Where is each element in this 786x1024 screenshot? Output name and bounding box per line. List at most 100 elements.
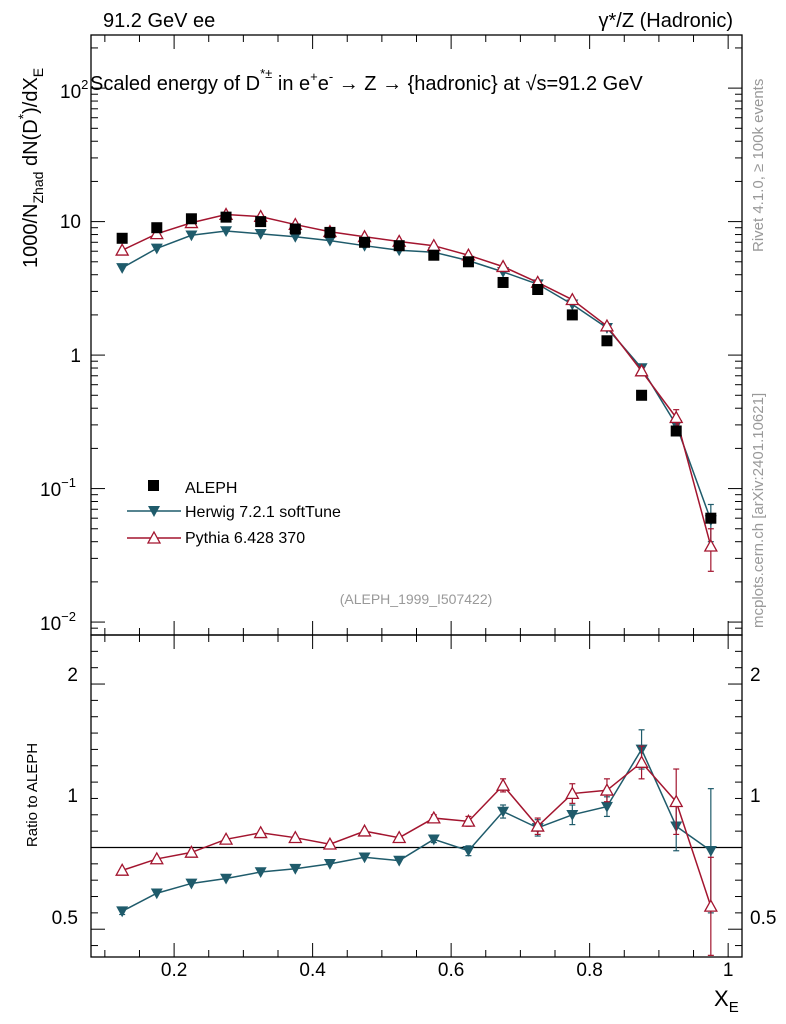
aleph-point [393, 240, 405, 252]
pythia-ratio-point [634, 755, 649, 768]
chart-title: Scaled energy of D*± in e+e- → Z → {hadr… [90, 66, 643, 95]
herwig-ratio-point [220, 873, 233, 885]
pythia-ratio-point [426, 810, 441, 824]
pythia-ratio-point [599, 782, 615, 796]
ratio-tick-label-2: 2 [67, 665, 78, 686]
y-tick-labels: 102 10 1 10−1 10−2 [40, 77, 88, 635]
legend: ALEPH Herwig 7.2.1 softTune Pythia 6.428… [127, 480, 341, 547]
aleph-point [462, 256, 474, 268]
main-plot-series [115, 207, 718, 572]
herwig-ratio-point [150, 888, 163, 900]
y-axis-label: 1000/NZhad dN(D*)/dXE [15, 68, 46, 268]
herwig-point [323, 235, 336, 247]
x-tick-label: 1 [723, 960, 734, 981]
x-tick-label: 0.6 [438, 960, 464, 981]
pythia-ratio-point [149, 851, 164, 865]
aleph-point [532, 284, 544, 296]
herwig-ratio-point [427, 834, 440, 846]
herwig-ratio-point [566, 809, 579, 821]
aleph-point [670, 425, 682, 437]
herwig-ratio-point [600, 801, 613, 813]
ratio-tick-label-0.5-right: 0.5 [750, 908, 776, 929]
pythia-point [703, 538, 718, 552]
herwig-ratio-point [358, 852, 371, 864]
herwig-ratio-point [116, 906, 129, 918]
herwig-point [185, 230, 198, 242]
legend-label-pythia: Pythia 6.428 370 [185, 530, 305, 547]
ratio-plot-frame [90, 634, 743, 958]
aleph-point [601, 335, 613, 347]
pythia-point [565, 292, 580, 306]
pythia-point [495, 259, 511, 273]
x-axis-label: XE [714, 986, 739, 1016]
herwig-ratio-point [254, 867, 267, 879]
aleph-point [289, 223, 301, 235]
herwig-ratio-line [121, 747, 712, 912]
herwig-ratio-point [497, 806, 510, 818]
ratio-y-axis-label: Ratio to ALEPH [24, 743, 41, 847]
pythia-ratio-point [218, 831, 234, 845]
y-tick-label-0.1: 10−1 [40, 475, 76, 501]
mcplots-label: mcplots.cern.ch [arXiv:2401.10621] [750, 393, 767, 628]
herwig-line [121, 230, 712, 521]
pythia-ratio-point [184, 845, 199, 858]
ratio-plot-series [115, 729, 718, 956]
pythia-ratio-point [495, 778, 511, 791]
x-tick-label: 0.4 [299, 960, 326, 981]
ratio-tick-label-1: 1 [67, 786, 78, 807]
y-tick-label-1: 1 [70, 346, 81, 367]
aleph-point [151, 222, 163, 234]
ratio-tick-label-1-right: 1 [750, 786, 761, 807]
pythia-ratio-point [357, 823, 372, 837]
pythia-ratio-point [565, 786, 580, 799]
aleph-point [705, 512, 717, 524]
pythia-ratio-point [703, 898, 718, 912]
rivet-label: Rivet 4.1.0, ≥ 100k events [750, 79, 767, 252]
ratio-tick-label-2-right: 2 [750, 665, 761, 686]
pythia-ratio-line [121, 761, 712, 907]
herwig-ratio-point [289, 863, 302, 875]
aleph-point [636, 389, 648, 401]
pythia-ratio-point [530, 818, 545, 832]
herwig-ratio-point [323, 859, 336, 870]
process-label: γ*/Z (Hadronic) [599, 10, 733, 32]
pythia-ratio-point [669, 794, 684, 808]
aleph-point [185, 213, 197, 225]
pythia-ratio-point [461, 813, 476, 827]
pythia-ratio-point [392, 830, 407, 844]
y-tick-label-10: 10 [60, 212, 81, 233]
herwig-ratio-point [462, 845, 475, 857]
pythia-ratio-point [115, 863, 130, 876]
analysis-id: (ALEPH_1999_I507422) [340, 591, 493, 607]
herwig-ratio-point [704, 845, 717, 857]
main-axis-ticks [91, 35, 742, 636]
ratio-tick-label-0.5: 0.5 [52, 908, 78, 929]
ratio-axis-ticks [91, 634, 742, 957]
herwig-point [220, 226, 233, 238]
y-tick-label-100: 102 [60, 77, 88, 103]
pythia-ratio-point [288, 830, 303, 844]
aleph-point [255, 216, 267, 228]
herwig-point [150, 243, 163, 255]
ratio-y-tick-labels: 2 1 0.5 2 1 0.5 [52, 665, 777, 929]
pythia-point [149, 226, 164, 240]
herwig-point [254, 229, 267, 240]
herwig-ratio-point [393, 855, 406, 867]
aleph-point [566, 309, 578, 321]
legend-label-herwig: Herwig 7.2.1 softTune [185, 504, 341, 521]
herwig-point [289, 231, 302, 243]
aleph-point [324, 226, 336, 238]
y-tick-label-0.01: 10−2 [40, 609, 76, 635]
pythia-point [669, 410, 684, 424]
legend-label-aleph: ALEPH [185, 480, 237, 497]
x-tick-labels: 0.2 0.4 0.6 0.8 1 [161, 960, 734, 981]
aleph-point [359, 236, 371, 248]
pythia-point [115, 242, 130, 256]
aleph-point [220, 211, 232, 223]
pythia-line [121, 213, 712, 547]
pythia-ratio-point [253, 825, 268, 839]
aleph-point [116, 232, 128, 244]
pythia-ratio-point [322, 836, 338, 850]
legend-marker-herwig [148, 506, 160, 517]
